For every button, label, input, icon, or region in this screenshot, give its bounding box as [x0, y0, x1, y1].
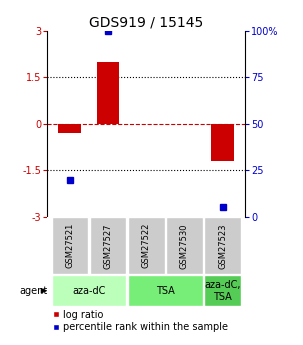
- Legend: log ratio, percentile rank within the sample: log ratio, percentile rank within the sa…: [52, 310, 228, 332]
- Text: aza-dC: aza-dC: [72, 286, 106, 296]
- Bar: [211, 124, 234, 161]
- Bar: [204, 217, 241, 274]
- Bar: [97, 62, 119, 124]
- Bar: [52, 275, 126, 306]
- Text: agent: agent: [19, 286, 48, 296]
- Text: GSM27530: GSM27530: [180, 223, 189, 268]
- Text: TSA: TSA: [156, 286, 175, 296]
- Title: GDS919 / 15145: GDS919 / 15145: [89, 16, 203, 30]
- Bar: [52, 217, 88, 274]
- Bar: [128, 217, 165, 274]
- Text: GSM27521: GSM27521: [65, 223, 74, 268]
- Bar: [128, 275, 203, 306]
- Bar: [90, 217, 126, 274]
- Bar: [166, 217, 203, 274]
- Text: GSM27522: GSM27522: [142, 223, 151, 268]
- Bar: [204, 275, 241, 306]
- Text: GSM27527: GSM27527: [104, 223, 112, 268]
- Text: GSM27523: GSM27523: [218, 223, 227, 268]
- Text: aza-dC,
TSA: aza-dC, TSA: [204, 280, 241, 302]
- Bar: [58, 124, 81, 133]
